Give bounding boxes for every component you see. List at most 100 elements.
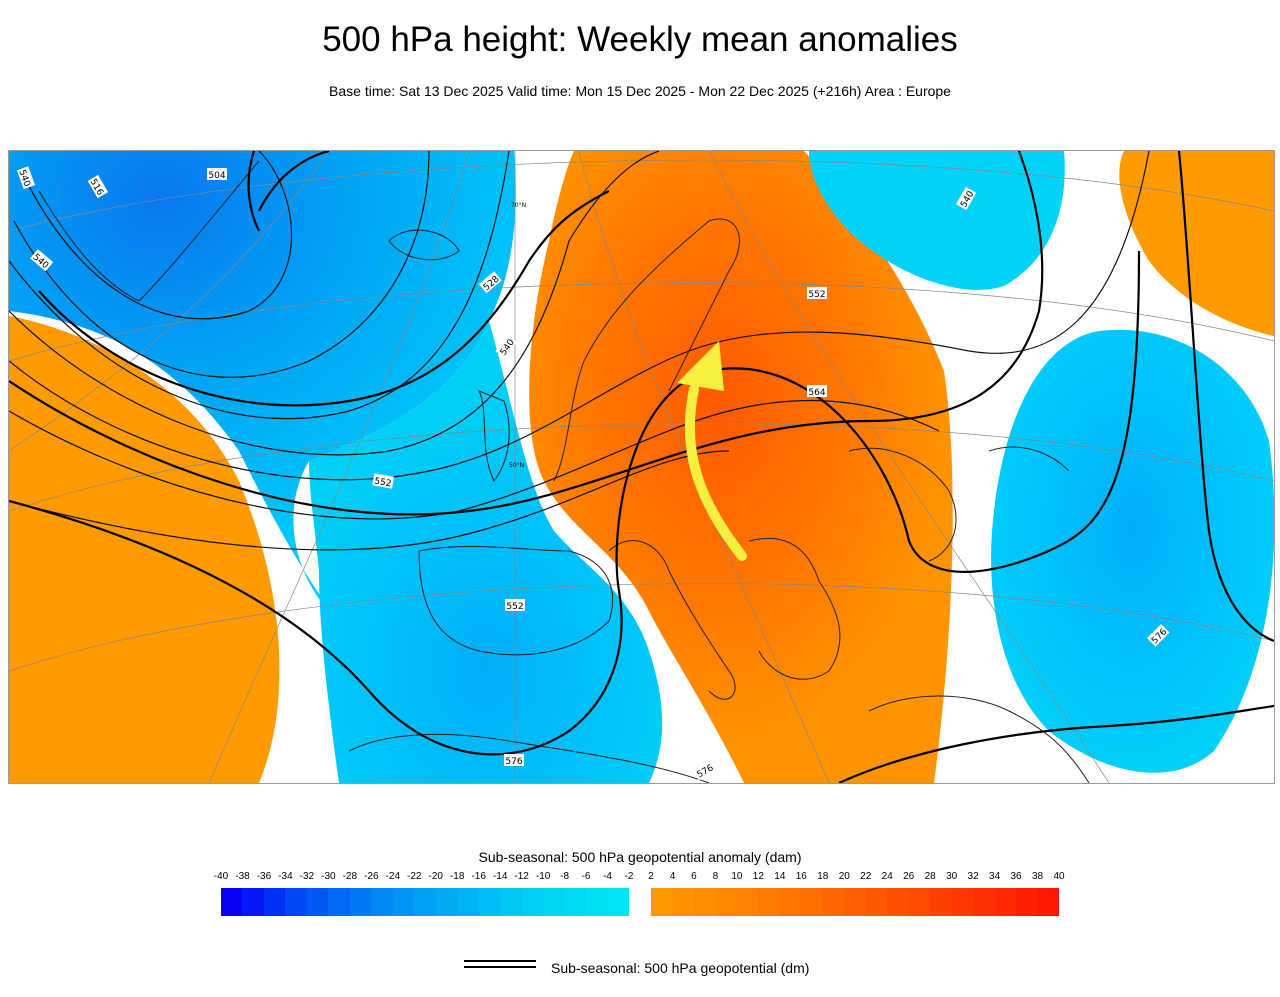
negative-anomaly-north bbox=[809, 151, 1065, 290]
page-title: 500 hPa height: Weekly mean anomalies bbox=[322, 20, 958, 59]
colorbar-tick-label: -12 bbox=[514, 871, 529, 882]
colorbar-swatch-neg-1 bbox=[242, 888, 264, 916]
colorbar-tick-label: -28 bbox=[342, 871, 358, 882]
colorbar-swatch-pos-3 bbox=[715, 888, 737, 916]
colorbar-swatch-neg-18 bbox=[607, 888, 629, 916]
colorbar-tick-label: -20 bbox=[428, 871, 443, 882]
colorbar-swatch-neg-12 bbox=[478, 888, 501, 916]
negative-anomaly-iberia bbox=[309, 321, 663, 783]
colorbar-tick-label: -26 bbox=[364, 871, 379, 882]
colorbar-tick-label: -2 bbox=[624, 871, 634, 882]
colorbar-swatch-neg-11 bbox=[457, 888, 479, 916]
negative-anomaly-east bbox=[991, 329, 1274, 773]
colorbar-tick-label: 10 bbox=[731, 871, 743, 882]
contour-legend-label: Sub-seasonal: 500 hPa geopotential (dm) bbox=[551, 960, 810, 976]
colorbar-swatch-neg-3 bbox=[285, 888, 307, 916]
colorbar-tick-label: 36 bbox=[1010, 871, 1022, 882]
colorbar-tick-label: 4 bbox=[669, 871, 676, 882]
colorbar-swatch-pos-16 bbox=[994, 888, 1016, 916]
colorbar-positive bbox=[651, 888, 1059, 916]
colorbar-title: Sub-seasonal: 500 hPa geopotential anoma… bbox=[478, 849, 802, 865]
colorbar-tick-label: 8 bbox=[712, 871, 719, 882]
colorbar-swatch-pos-9 bbox=[844, 888, 866, 916]
colorbar-swatch-pos-15 bbox=[973, 888, 995, 916]
colorbar-tick-label: -16 bbox=[471, 871, 486, 882]
contour-label-552-n: 552 bbox=[808, 290, 825, 300]
colorbar-tick-label: -40 bbox=[213, 871, 229, 882]
colorbar-tick-label: 24 bbox=[881, 871, 893, 882]
colorbar-swatch-neg-15 bbox=[543, 888, 565, 916]
colorbar-swatch-pos-1 bbox=[672, 888, 694, 916]
colorbar-negative bbox=[221, 888, 629, 916]
colorbar-swatch-neg-6 bbox=[349, 888, 372, 916]
contour-label-504: 504 bbox=[208, 171, 225, 181]
colorbar-swatch-neg-8 bbox=[392, 888, 415, 916]
colorbar-swatch-neg-10 bbox=[435, 888, 458, 916]
colorbar-swatch-neg-9 bbox=[414, 888, 436, 916]
colorbar-tick-label: -8 bbox=[560, 871, 570, 882]
colorbar-tick-label: 18 bbox=[817, 871, 829, 882]
colorbar-tick-label: -22 bbox=[407, 871, 422, 882]
contour-label-576-sw: 576 bbox=[505, 757, 522, 767]
colorbar-swatch-pos-10 bbox=[865, 888, 888, 916]
colorbar-tick-label: -36 bbox=[256, 871, 272, 882]
coastlines bbox=[38, 160, 1090, 783]
colorbar-swatch-pos-17 bbox=[1015, 888, 1038, 916]
colorbar-tick-label: 20 bbox=[838, 871, 850, 882]
colorbar-swatch-neg-14 bbox=[521, 888, 544, 916]
colorbar-swatch-pos-7 bbox=[801, 888, 823, 916]
colorbar-swatch-neg-2 bbox=[263, 888, 286, 916]
positive-anomaly-west-atlantic bbox=[9, 316, 280, 783]
colorbar-swatch-pos-6 bbox=[779, 888, 802, 916]
contour-legend-line-icon bbox=[464, 960, 536, 968]
colorbar-tick-label: -34 bbox=[278, 871, 293, 882]
colorbar-swatch-pos-8 bbox=[822, 888, 845, 916]
colorbar-tick-label: 12 bbox=[752, 871, 764, 882]
colorbar-tick-label: 6 bbox=[691, 871, 697, 882]
colorbar-ticks: -40 -38 -36 -34 -32 -30 -28 -26 -24 -22 -20 -18 -16-… bbox=[0, 871, 1280, 885]
colorbar-tick-label: -24 bbox=[385, 871, 401, 882]
curved-arrow-icon bbox=[684, 384, 747, 561]
colorbar-tick-label: 26 bbox=[903, 871, 915, 882]
colorbar-tick-label: 2 bbox=[648, 871, 654, 882]
contour-label-552-c: 552 bbox=[506, 602, 523, 612]
colorbar-swatch-neg-13 bbox=[500, 888, 522, 916]
anomaly-map: 504 516 540 528 552 540 552 564 576 540 … bbox=[8, 150, 1275, 784]
colorbar-swatch-pos-11 bbox=[887, 888, 909, 916]
colorbar-tick-label: 28 bbox=[924, 871, 936, 882]
colorbar-tick-label: 34 bbox=[989, 871, 1001, 882]
colorbar-swatch-neg-7 bbox=[371, 888, 393, 916]
colorbar-tick-label: 14 bbox=[774, 871, 786, 882]
positive-anomaly-northeast bbox=[1119, 151, 1274, 336]
colorbar-swatch-pos-2 bbox=[693, 888, 716, 916]
colorbar-swatch-neg-0 bbox=[221, 888, 243, 916]
page-subtitle: Base time: Sat 13 Dec 2025 Valid time: M… bbox=[329, 83, 951, 99]
colorbar-tick-label: -6 bbox=[581, 871, 591, 882]
contour-label-564: 564 bbox=[808, 388, 825, 398]
colorbar-tick-label: -32 bbox=[299, 871, 315, 882]
contour-labels: 504 516 540 528 552 540 552 564 576 540 … bbox=[16, 166, 1170, 780]
lat-label-50n: 50°N bbox=[509, 462, 524, 469]
colorbar-tick-label: 22 bbox=[860, 871, 872, 882]
anomaly-shading bbox=[9, 151, 1274, 783]
colorbar-tick-label: -4 bbox=[603, 871, 612, 882]
colorbar-swatch-pos-14 bbox=[951, 888, 974, 916]
colorbar-tick-label: 40 bbox=[1053, 871, 1065, 882]
negative-anomaly-northwest bbox=[9, 151, 516, 621]
colorbar-tick-label: 30 bbox=[946, 871, 958, 882]
colorbar-swatch-pos-0 bbox=[651, 888, 673, 916]
colorbar-swatch-pos-4 bbox=[736, 888, 759, 916]
colorbar-swatch-pos-5 bbox=[758, 888, 780, 916]
contour-label-552-w: 552 bbox=[373, 477, 392, 490]
lat-label-70n: 70°N bbox=[511, 202, 526, 209]
colorbar-swatch-neg-17 bbox=[585, 888, 608, 916]
colorbar-swatch-neg-4 bbox=[306, 888, 329, 916]
geopotential-contours bbox=[9, 151, 1150, 551]
colorbar-tick-label: 38 bbox=[1031, 871, 1044, 882]
colorbar-swatch-pos-12 bbox=[908, 888, 931, 916]
colorbar-swatch-pos-18 bbox=[1037, 888, 1059, 916]
colorbar-tick-label: -30 bbox=[321, 871, 336, 882]
colorbar-tick-label: -10 bbox=[535, 871, 551, 882]
colorbar-tick-label: -14 bbox=[492, 871, 508, 882]
colorbar-tick-label: 32 bbox=[967, 871, 979, 882]
